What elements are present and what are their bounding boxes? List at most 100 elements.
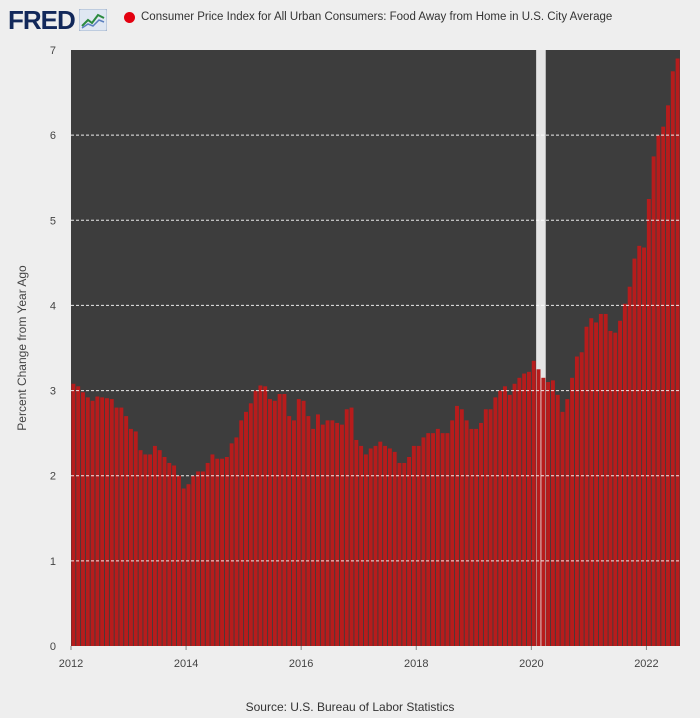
data-bar[interactable] (133, 431, 138, 646)
data-bar[interactable] (248, 403, 253, 646)
data-bar[interactable] (574, 356, 579, 646)
data-bar[interactable] (589, 318, 594, 646)
data-bar[interactable] (469, 428, 474, 646)
data-bar[interactable] (138, 450, 143, 646)
data-bar[interactable] (100, 397, 105, 646)
data-bar[interactable] (555, 394, 560, 646)
data-bar[interactable] (368, 448, 373, 646)
data-bar[interactable] (320, 424, 325, 646)
data-bar[interactable] (239, 420, 244, 646)
data-bar[interactable] (392, 451, 397, 646)
data-bar[interactable] (522, 373, 527, 646)
data-bar[interactable] (507, 394, 512, 646)
data-bar[interactable] (220, 458, 225, 646)
data-bar[interactable] (311, 428, 316, 646)
data-bar[interactable] (196, 471, 201, 646)
data-bar[interactable] (114, 407, 119, 646)
data-bar[interactable] (646, 199, 651, 646)
data-bar[interactable] (105, 398, 109, 646)
data-bar[interactable] (330, 420, 335, 646)
data-bar[interactable] (152, 445, 157, 646)
data-bar[interactable] (517, 377, 522, 646)
data-bar[interactable] (431, 433, 436, 646)
data-bar[interactable] (498, 390, 503, 646)
data-bar[interactable] (344, 409, 349, 646)
data-bar[interactable] (464, 420, 469, 646)
data-bar[interactable] (90, 400, 95, 646)
data-bar[interactable] (128, 428, 133, 646)
data-bar[interactable] (512, 383, 517, 646)
data-bar[interactable] (306, 416, 311, 646)
data-bar[interactable] (315, 414, 320, 646)
data-bar[interactable] (162, 456, 167, 646)
data-bar[interactable] (613, 332, 618, 646)
data-bar[interactable] (565, 399, 570, 646)
data-bar[interactable] (642, 247, 646, 646)
fred-logo[interactable]: FRED (8, 5, 107, 35)
data-bar[interactable] (407, 456, 412, 646)
data-bar[interactable] (526, 371, 531, 646)
data-bar[interactable] (666, 105, 670, 647)
data-bar[interactable] (85, 397, 90, 646)
data-bar[interactable] (479, 422, 483, 646)
data-bar[interactable] (579, 352, 584, 646)
data-bar[interactable] (172, 465, 177, 647)
data-bar[interactable] (603, 313, 608, 646)
data-bar[interactable] (455, 405, 459, 646)
data-bar[interactable] (325, 420, 330, 646)
data-bar[interactable] (268, 399, 272, 646)
data-bar[interactable] (531, 360, 536, 646)
data-bar[interactable] (124, 416, 129, 646)
data-bar[interactable] (618, 320, 623, 646)
data-bar[interactable] (272, 400, 277, 646)
data-bar[interactable] (229, 443, 234, 646)
data-bar[interactable] (215, 458, 220, 646)
data-bar[interactable] (167, 462, 172, 646)
data-bar[interactable] (349, 407, 354, 646)
data-bar[interactable] (584, 326, 589, 646)
data-bar[interactable] (445, 433, 450, 646)
data-bar[interactable] (143, 454, 148, 646)
data-bar[interactable] (594, 322, 599, 646)
data-bar[interactable] (277, 393, 282, 646)
data-bar[interactable] (244, 411, 248, 646)
data-bar[interactable] (301, 400, 306, 646)
data-bar[interactable] (670, 71, 675, 647)
data-bar[interactable] (95, 396, 100, 646)
data-bar[interactable] (450, 420, 455, 646)
data-bar[interactable] (402, 462, 407, 646)
data-bar[interactable] (109, 399, 114, 646)
data-bar[interactable] (536, 369, 541, 646)
data-bar[interactable] (119, 407, 124, 646)
data-bar[interactable] (503, 386, 507, 646)
data-bar[interactable] (632, 258, 637, 646)
data-bar[interactable] (675, 58, 680, 646)
data-bar[interactable] (157, 450, 162, 646)
data-bar[interactable] (181, 488, 186, 646)
data-bar[interactable] (440, 433, 445, 646)
data-bar[interactable] (651, 156, 656, 646)
data-bar[interactable] (296, 399, 301, 646)
data-bar[interactable] (637, 245, 642, 646)
data-bar[interactable] (200, 471, 205, 646)
data-bar[interactable] (622, 303, 627, 646)
data-bar[interactable] (354, 439, 359, 646)
data-bar[interactable] (234, 437, 239, 646)
data-bar[interactable] (560, 411, 565, 646)
data-bar[interactable] (426, 433, 431, 646)
data-bar[interactable] (570, 377, 575, 646)
data-bar[interactable] (541, 377, 546, 646)
data-bar[interactable] (378, 441, 383, 646)
data-bar[interactable] (71, 383, 76, 646)
data-bar[interactable] (435, 428, 440, 646)
data-bar[interactable] (263, 386, 268, 646)
data-bar[interactable] (627, 286, 632, 646)
data-bar[interactable] (488, 409, 493, 646)
data-bar[interactable] (397, 462, 402, 646)
data-bar[interactable] (546, 382, 551, 646)
data-bar[interactable] (411, 445, 416, 646)
data-bar[interactable] (359, 445, 364, 646)
data-bar[interactable] (483, 409, 488, 646)
data-bar[interactable] (148, 454, 153, 646)
data-bar[interactable] (550, 380, 555, 646)
